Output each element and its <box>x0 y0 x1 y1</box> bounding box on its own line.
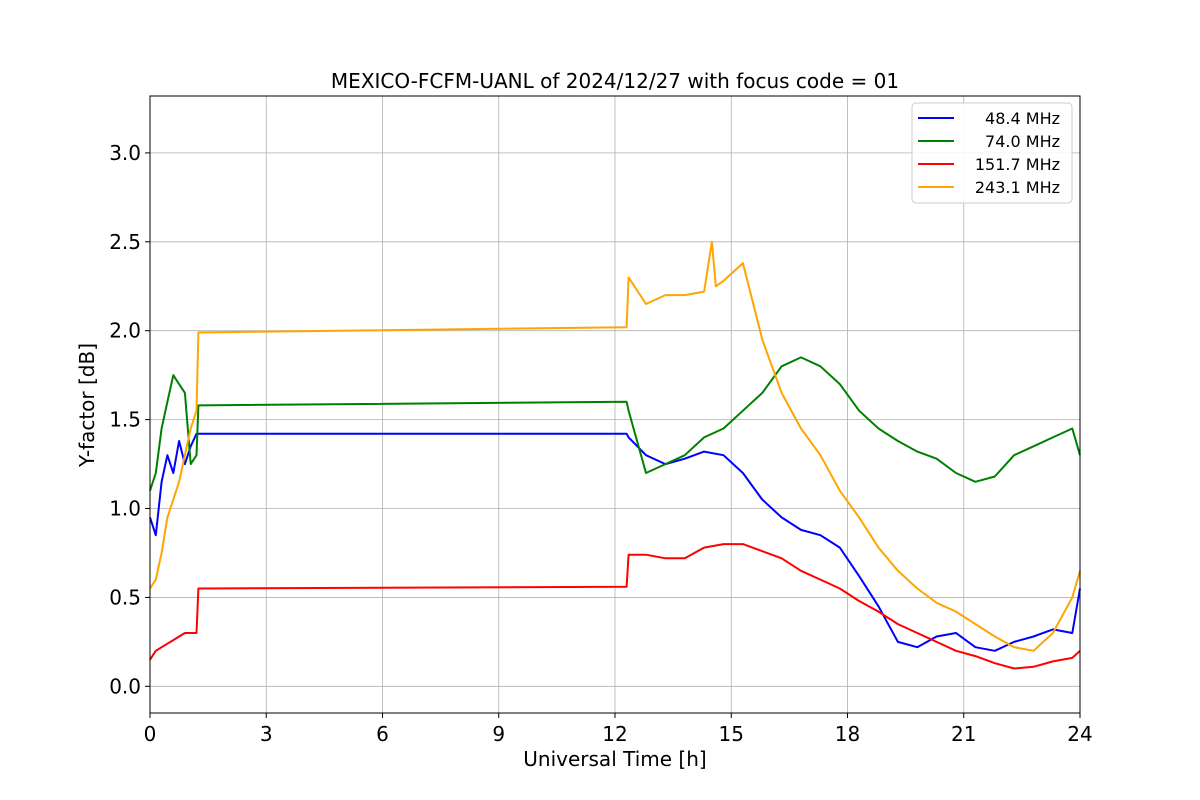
x-tick-label: 18 <box>835 722 860 746</box>
legend: 48.4 MHz 74.0 MHz 151.7 MHz 243.1 MHz <box>911 102 1073 204</box>
y-axis-label: Y-factor [dB] <box>75 343 99 468</box>
series-layer <box>149 240 1081 670</box>
legend-label: 243.1 MHz <box>975 178 1060 197</box>
y-tick-label: 2.5 <box>109 230 141 254</box>
series-line-243-1-mhz <box>149 240 1081 652</box>
x-tick-label: 3 <box>260 722 273 746</box>
y-tick-label: 2.0 <box>109 319 141 343</box>
y-tick-label: 0.0 <box>109 674 141 698</box>
legend-label: 48.4 MHz <box>985 109 1060 128</box>
x-tick-label: 9 <box>492 722 505 746</box>
legend-box <box>911 102 1073 204</box>
x-tick-label: 12 <box>602 722 627 746</box>
legend-label: 151.7 MHz <box>975 155 1060 174</box>
chart-title: MEXICO-FCFM-UANL of 2024/12/27 with focu… <box>331 69 899 93</box>
ticks: 0 3 6 9 12 15 18 21 24 0.0 0.5 1.0 1.5 2.0 2.5 3.0 <box>109 141 1093 746</box>
series-line-74-0-mhz <box>149 356 1081 492</box>
x-tick-label: 15 <box>719 722 744 746</box>
x-tick-label: 6 <box>376 722 389 746</box>
y-tick-label: 3.0 <box>109 141 141 165</box>
y-tick-label: 1.5 <box>109 408 141 432</box>
y-tick-label: 1.0 <box>109 497 141 521</box>
legend-label: 74.0 MHz <box>985 132 1060 151</box>
x-axis-label: Universal Time [h] <box>523 747 706 771</box>
x-tick-label: 21 <box>951 722 976 746</box>
x-tick-label: 0 <box>144 722 157 746</box>
x-tick-label: 24 <box>1067 722 1092 746</box>
series-line-151-7-mhz <box>149 543 1081 670</box>
y-tick-label: 0.5 <box>109 585 141 609</box>
